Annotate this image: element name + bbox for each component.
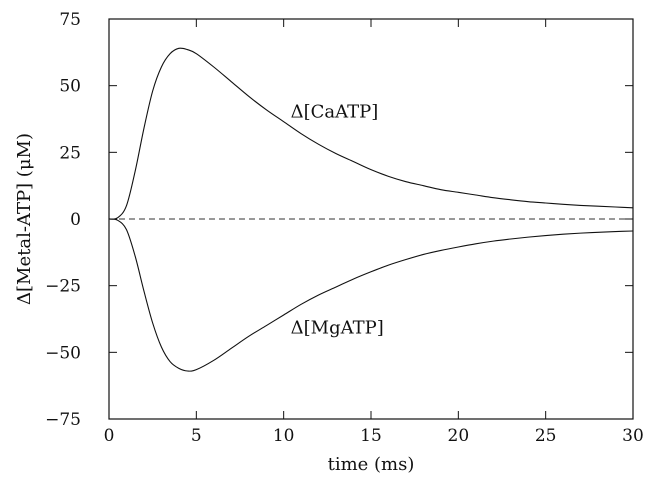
- y-tick-label: −75: [45, 410, 81, 430]
- x-tick-label: 30: [622, 426, 644, 446]
- x-tick-label: 10: [273, 426, 295, 446]
- x-tick-labels: 0 5 10 15 20 25 30: [104, 426, 644, 446]
- y-tick-label: −25: [45, 277, 81, 297]
- y-axis-title: Δ[Metal-ATP] (μM): [14, 133, 35, 305]
- y-tick-labels: 75 50 25 0 −25 −50 −75: [45, 10, 81, 430]
- x-tick-label: 15: [360, 426, 382, 446]
- y-tick-label: −50: [45, 343, 81, 363]
- x-tick-label: 20: [448, 426, 470, 446]
- x-tick-label: 0: [104, 426, 115, 446]
- axis-ticks: [108, 18, 634, 420]
- series-line-caatp: [108, 47, 634, 220]
- y-tick-label: 75: [59, 10, 81, 30]
- series-line-mgatp: [108, 218, 634, 372]
- series-lines: [108, 47, 634, 372]
- x-axis-title: time (ms): [328, 454, 415, 475]
- y-tick-label: 50: [59, 77, 81, 97]
- x-tick-label: 5: [191, 426, 202, 446]
- annotation-caatp: Δ[CaATP]: [291, 102, 379, 123]
- y-tick-label: 0: [70, 210, 81, 230]
- y-tick-label: 25: [59, 143, 81, 163]
- x-tick-label: 25: [535, 426, 557, 446]
- annotation-mgatp: Δ[MgATP]: [291, 318, 384, 339]
